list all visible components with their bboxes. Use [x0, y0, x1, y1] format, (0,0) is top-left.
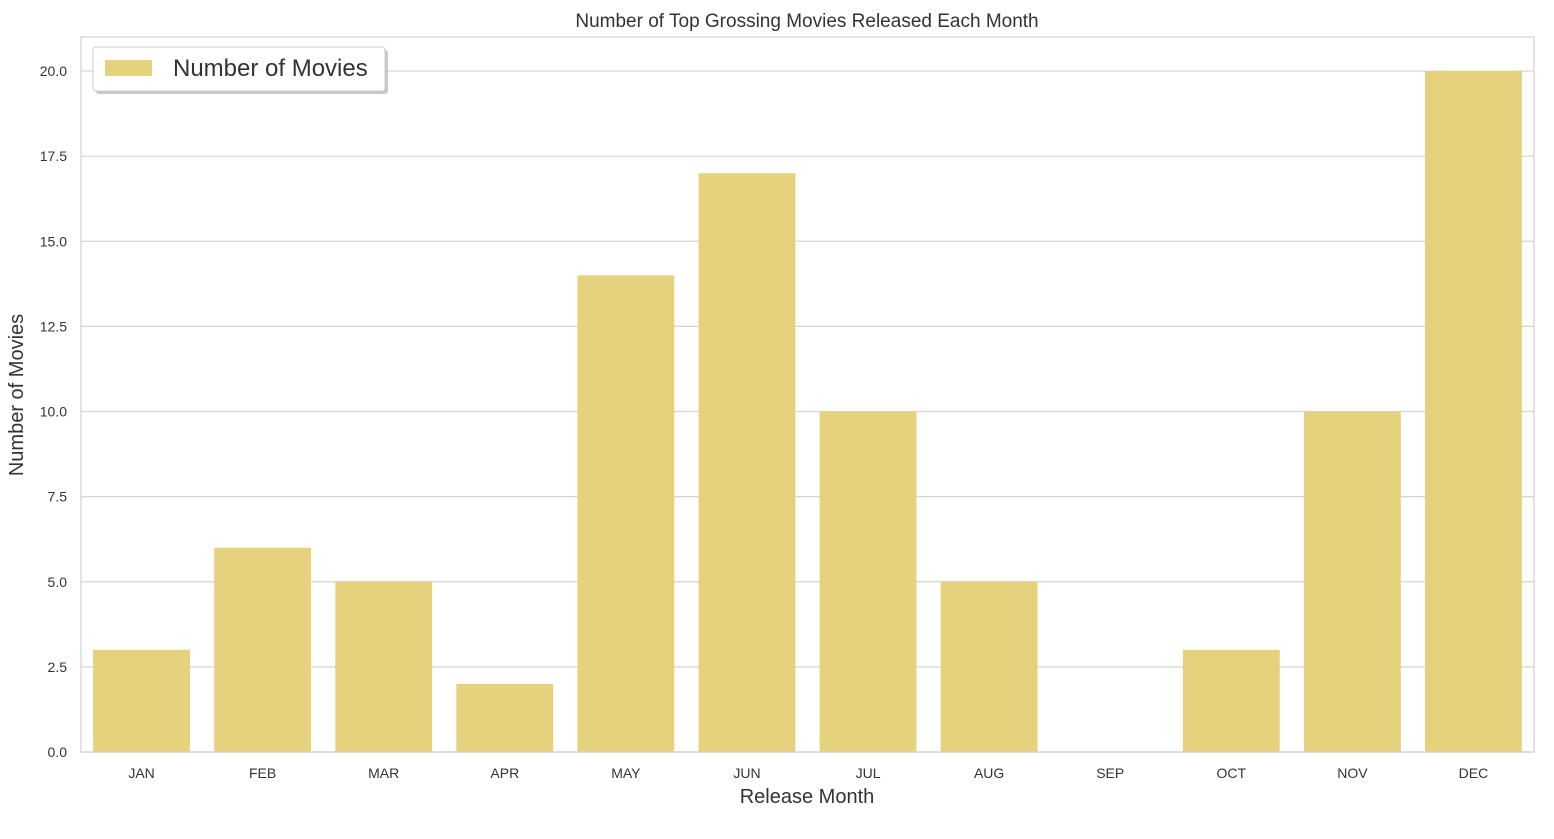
bar-aug	[940, 581, 1038, 752]
bar-oct	[1182, 649, 1280, 752]
bar-feb	[214, 547, 312, 752]
y-tick-label: 17.5	[40, 148, 67, 164]
y-tick-label: 5.0	[48, 574, 68, 590]
gridlines	[81, 70, 1534, 753]
bar-may	[577, 275, 675, 752]
x-tick-label: NOV	[1337, 765, 1368, 781]
bar-jul	[819, 411, 917, 752]
legend-label: Number of Movies	[173, 55, 368, 82]
x-tick-label: MAR	[368, 765, 399, 781]
x-tick-label: JUN	[733, 765, 760, 781]
x-tick-label: JAN	[128, 765, 154, 781]
y-tick-label: 7.5	[48, 489, 68, 505]
y-tick-label: 15.0	[40, 233, 67, 249]
bar-nov	[1303, 411, 1401, 752]
x-tick-label: JUL	[856, 765, 881, 781]
legend-swatch	[105, 60, 152, 76]
bar-apr	[456, 683, 554, 752]
y-axis-label: Number of Movies	[6, 314, 28, 476]
x-tick-label: APR	[490, 765, 519, 781]
x-tick-label: MAY	[611, 765, 641, 781]
x-tick-label: SEP	[1096, 765, 1124, 781]
x-tick-labels: JAN FEB MAR APR MAY JUN JUL AUG SEP OCT NOV DEC	[128, 765, 1488, 781]
y-tick-label: 2.5	[48, 659, 68, 675]
y-tick-label: 20.0	[40, 63, 67, 79]
bar-jan	[93, 649, 190, 752]
y-tick-label: 10.0	[40, 404, 67, 420]
bar-dec	[1425, 71, 1522, 753]
x-tick-label: AUG	[974, 765, 1004, 781]
bar-mar	[335, 581, 433, 752]
bars	[93, 71, 1522, 753]
x-tick-label: OCT	[1217, 765, 1247, 781]
y-tick-labels: 0.0 2.5 5.0 7.5 10.0 12.5 15.0 17.5 20.0	[40, 63, 67, 760]
legend-box	[92, 46, 386, 92]
plot-frame	[80, 36, 1535, 753]
y-tick-label: 12.5	[40, 318, 67, 334]
chart-title: Number of Top Grossing Movies Released E…	[575, 11, 1038, 32]
x-axis-label: Release Month	[740, 786, 875, 808]
y-tick-label: 0.0	[48, 744, 68, 760]
legend: Number of Movies	[92, 46, 388, 94]
x-tick-label: FEB	[249, 765, 276, 781]
x-tick-label: DEC	[1459, 765, 1489, 781]
bar-jun	[698, 173, 796, 752]
